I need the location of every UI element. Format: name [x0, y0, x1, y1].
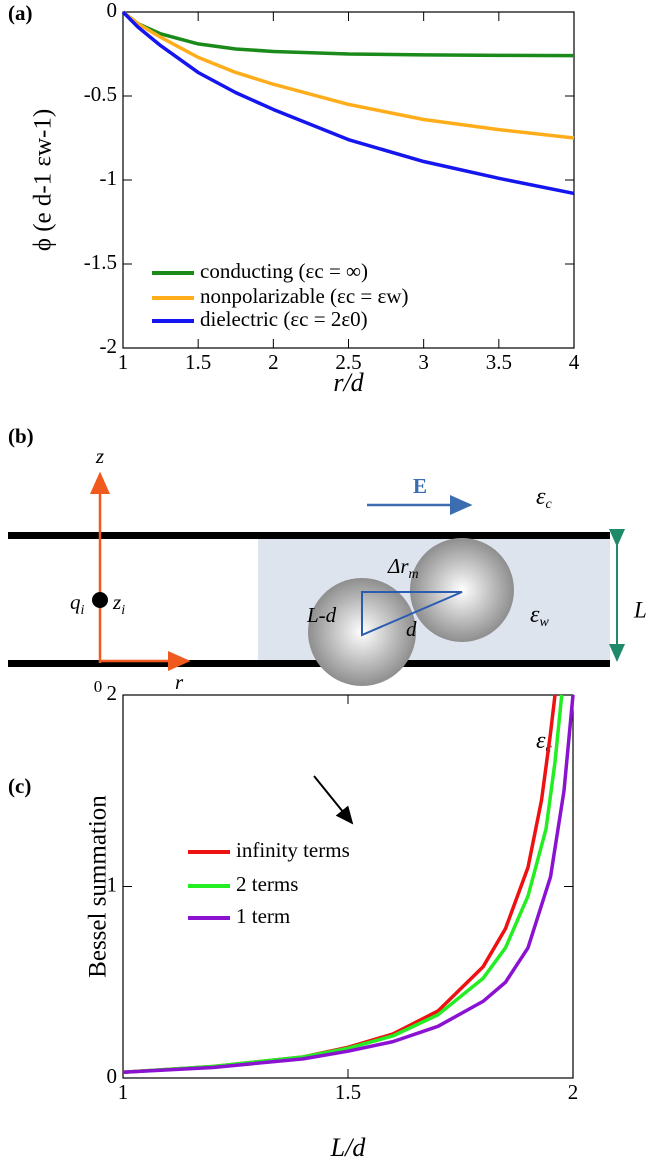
triangle [361, 591, 463, 637]
y-tick-label: -1.5 [84, 250, 117, 274]
legend-label: nonpolarizable (εc = εw) [200, 284, 408, 308]
label: Δr [387, 554, 409, 578]
label: εc [536, 484, 552, 513]
x-tick-label: 2 [268, 350, 279, 374]
y-tick-label: 1 [107, 872, 118, 896]
label: i [81, 603, 85, 618]
label: i [121, 603, 125, 618]
label: E [413, 474, 427, 498]
x-tick-label: 2.5 [335, 350, 361, 374]
diagram: (b) z r 0 E qi zi εc εw εc L Δrm L-d d [8, 424, 647, 756]
series-line [121, 10, 575, 196]
series-line [122, 694, 575, 1075]
label: z [112, 590, 121, 614]
panel-label: (b) [8, 424, 34, 448]
series-line [121, 10, 575, 140]
x-tick-label: 3.5 [486, 350, 512, 374]
x-tick-label: 1 [118, 350, 129, 374]
label: L [633, 597, 647, 622]
y-tick-label: -1 [100, 166, 118, 190]
top-wall [8, 532, 610, 539]
x-tick-label: 1.5 [185, 350, 211, 374]
x-tick-label: 2 [568, 1080, 579, 1104]
panel-label: (a) [8, 1, 33, 25]
y-axis-label: ϕ (e d-1 εw-1) [30, 109, 57, 251]
y-tick-label: 0 [107, 0, 118, 22]
x-axis-label: L/d [330, 1133, 367, 1162]
legend-label: 2 terms [236, 872, 298, 896]
label: w [539, 615, 549, 630]
x-tick-label: 1 [118, 1080, 129, 1104]
label: L-d [306, 603, 337, 627]
annotation-arrow [313, 775, 354, 825]
label: ε [530, 602, 540, 628]
bottom-wall [8, 660, 610, 667]
sphere [410, 538, 514, 642]
series-line [122, 694, 564, 1075]
label: εw [530, 602, 549, 631]
panel-label: (c) [8, 774, 31, 798]
label: Δrm [387, 554, 419, 582]
legend-label: dielectric (εc = 2ε0) [200, 307, 368, 331]
y-tick-label: 0 [107, 1064, 118, 1088]
series-line [122, 694, 557, 1075]
label: ε [536, 728, 546, 754]
label: z [95, 444, 104, 468]
y-axis-label: Bessel summation [85, 795, 112, 978]
label: ε [536, 484, 546, 510]
charge [92, 592, 108, 608]
label: zi [112, 590, 125, 618]
y-tick-label: 2 [107, 681, 118, 705]
x-axis-label: r/d [333, 368, 364, 397]
x-tick-label: 3 [418, 350, 429, 374]
legend-label: 1 term [236, 904, 290, 928]
y-tick-label: -2 [100, 334, 118, 358]
label: qi [70, 590, 85, 618]
label: d [406, 617, 417, 641]
label: q [70, 590, 81, 614]
label: c [545, 497, 552, 512]
x-tick-label: 4 [569, 350, 580, 374]
label: r [175, 670, 184, 694]
x-tick-label: 1.5 [335, 1080, 361, 1104]
label: m [409, 567, 419, 582]
label: 0 [94, 677, 103, 696]
legend-label: conducting (εc = ∞) [200, 259, 368, 283]
legend-label: infinity terms [236, 838, 350, 862]
y-tick-label: -0.5 [84, 82, 117, 106]
